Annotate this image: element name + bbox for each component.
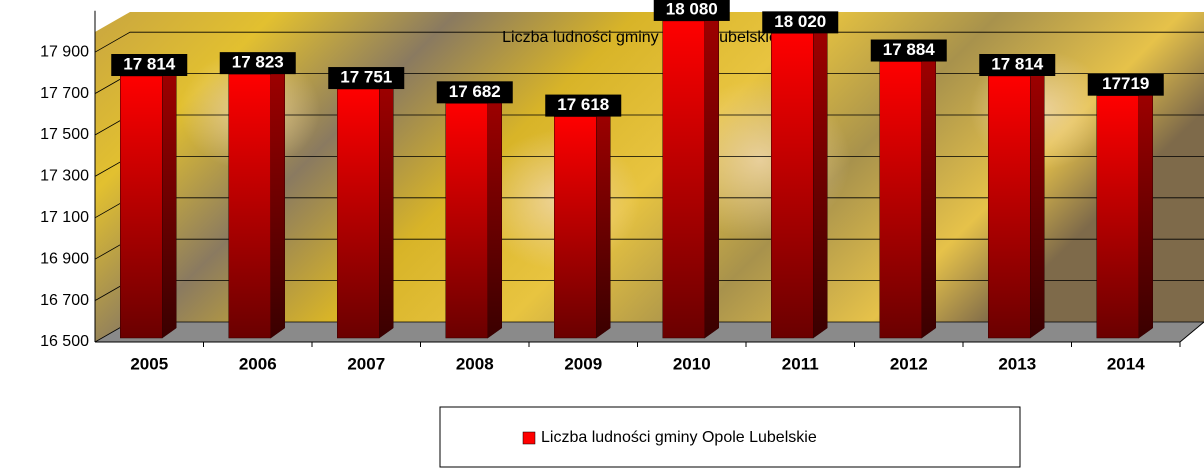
y-tick-label: 17 700 <box>40 85 89 102</box>
value-label: 17 884 <box>883 40 936 59</box>
legend-label: Liczba ludności gminy Opole Lubelskie <box>541 429 817 446</box>
bar-side <box>921 51 936 339</box>
legend <box>439 406 1021 468</box>
x-tick-label: 2013 <box>998 354 1036 373</box>
y-tick-label: 17 500 <box>40 126 89 143</box>
bar <box>228 73 271 339</box>
value-label-bg <box>653 0 730 21</box>
bar-side <box>270 63 285 339</box>
value-label: 17 823 <box>232 53 284 72</box>
value-label-bg <box>545 94 622 117</box>
bar <box>771 33 814 339</box>
bar-side <box>813 22 828 339</box>
bar-side <box>1138 85 1153 339</box>
bar <box>662 20 705 339</box>
x-tick-label: 2009 <box>564 354 602 373</box>
x-tick-label: 2014 <box>1107 354 1145 373</box>
bar <box>120 75 163 339</box>
bar-side <box>379 78 394 339</box>
value-label: 17 814 <box>123 54 176 73</box>
x-tick-label: 2010 <box>673 354 711 373</box>
value-label: 17 682 <box>449 82 501 101</box>
y-tick-label: 17 900 <box>40 43 89 60</box>
x-tick-label: 2005 <box>130 354 168 373</box>
bar <box>1096 95 1139 339</box>
floor-edge <box>1179 321 1204 343</box>
value-label: 17 618 <box>557 95 609 114</box>
bar <box>879 61 922 339</box>
value-label: 18 080 <box>666 0 718 18</box>
value-label: 17 751 <box>340 68 392 87</box>
value-label: 18 020 <box>774 12 826 31</box>
x-tick-label: 2006 <box>239 354 277 373</box>
bar-side <box>596 106 611 339</box>
bar <box>337 88 380 339</box>
y-tick-label: 16 500 <box>40 333 89 350</box>
bar <box>445 103 488 339</box>
value-label-bg <box>111 54 188 77</box>
bar-side <box>704 10 719 339</box>
x-tick-label: 2008 <box>456 354 494 373</box>
bar-side <box>487 92 502 339</box>
value-label-bg <box>436 81 513 104</box>
x-tick-label: 2011 <box>782 354 819 373</box>
y-tick-label: 17 300 <box>40 168 89 185</box>
value-label-bg <box>328 67 405 90</box>
bar <box>988 75 1031 339</box>
y-tick-label: 16 900 <box>40 250 89 267</box>
chart-title: Liczba ludności gminy Opole Lubelskie <box>502 29 778 46</box>
value-label-bg <box>762 11 839 34</box>
x-tick-label: 2012 <box>890 354 928 373</box>
value-label-bg <box>979 54 1056 77</box>
y-tick-label: 17 100 <box>40 209 89 226</box>
value-label: 17 814 <box>991 54 1044 73</box>
value-label-bg <box>870 39 947 62</box>
legend-swatch <box>522 431 536 445</box>
y-tick-label: 16 700 <box>40 292 89 309</box>
value-label-bg <box>1087 73 1164 96</box>
grid-line <box>94 31 1204 53</box>
value-label-bg <box>219 52 296 75</box>
bar-side <box>162 65 177 339</box>
x-tick-label: 2007 <box>347 354 385 373</box>
value-label: 17719 <box>1102 74 1149 93</box>
bar-side <box>1030 65 1045 339</box>
bar <box>554 116 597 339</box>
